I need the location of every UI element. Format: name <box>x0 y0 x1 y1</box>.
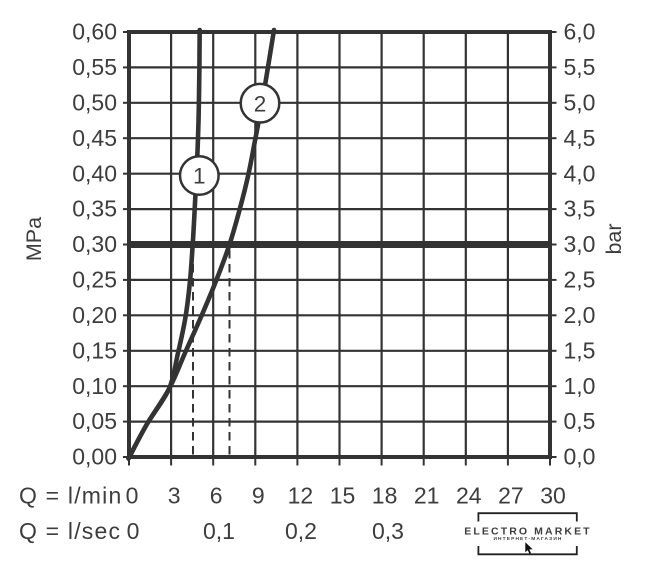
svg-text:0,5: 0,5 <box>564 408 596 434</box>
svg-text:0,3: 0,3 <box>372 518 404 544</box>
svg-text:15: 15 <box>330 483 356 509</box>
svg-text:24: 24 <box>456 483 482 509</box>
svg-text:Q = l/sec: Q = l/sec <box>19 518 121 544</box>
svg-text:9: 9 <box>252 483 265 509</box>
svg-text:MPa: MPa <box>22 217 46 261</box>
svg-text:6,0: 6,0 <box>564 19 596 45</box>
svg-text:18: 18 <box>372 483 398 509</box>
svg-text:bar: bar <box>602 223 626 254</box>
svg-text:12: 12 <box>288 483 314 509</box>
svg-text:6: 6 <box>210 483 223 509</box>
svg-text:27: 27 <box>498 483 524 509</box>
svg-text:0,2: 0,2 <box>285 518 317 544</box>
svg-text:30: 30 <box>540 483 566 509</box>
svg-text:3,0: 3,0 <box>564 231 596 257</box>
svg-text:Q = l/min: Q = l/min <box>19 483 122 509</box>
svg-text:5,0: 5,0 <box>564 89 596 115</box>
svg-text:0,35: 0,35 <box>72 196 117 222</box>
svg-text:21: 21 <box>414 483 440 509</box>
svg-text:1,5: 1,5 <box>564 337 596 363</box>
svg-text:2,5: 2,5 <box>564 267 596 293</box>
svg-text:0,60: 0,60 <box>72 19 117 45</box>
svg-text:0,20: 0,20 <box>72 302 117 328</box>
svg-text:4,5: 4,5 <box>564 125 596 151</box>
svg-text:2: 2 <box>254 91 267 116</box>
svg-text:1,0: 1,0 <box>564 373 596 399</box>
svg-text:0,45: 0,45 <box>72 125 117 151</box>
svg-text:2,0: 2,0 <box>564 302 596 328</box>
svg-text:0: 0 <box>127 518 140 544</box>
svg-text:3: 3 <box>168 483 181 509</box>
svg-text:0,15: 0,15 <box>72 337 117 363</box>
svg-text:0: 0 <box>126 483 139 509</box>
svg-text:0,50: 0,50 <box>72 89 117 115</box>
svg-text:0,1: 0,1 <box>203 518 235 544</box>
svg-text:ELECTRO MARKET: ELECTRO MARKET <box>464 526 591 538</box>
svg-text:1: 1 <box>193 164 206 189</box>
svg-text:3,5: 3,5 <box>564 196 596 222</box>
svg-text:0,25: 0,25 <box>72 267 117 293</box>
svg-text:0,40: 0,40 <box>72 160 117 186</box>
svg-text:0,10: 0,10 <box>72 373 117 399</box>
svg-text:0,55: 0,55 <box>72 54 117 80</box>
svg-text:0,0: 0,0 <box>564 444 596 470</box>
svg-text:0,00: 0,00 <box>72 444 117 470</box>
svg-text:0,30: 0,30 <box>72 231 117 257</box>
svg-text:0,05: 0,05 <box>72 408 117 434</box>
svg-text:ИНТЕРНЕТ-МАГАЗИН: ИНТЕРНЕТ-МАГАЗИН <box>493 536 562 542</box>
svg-text:4,0: 4,0 <box>564 160 596 186</box>
svg-text:5,5: 5,5 <box>564 54 596 80</box>
